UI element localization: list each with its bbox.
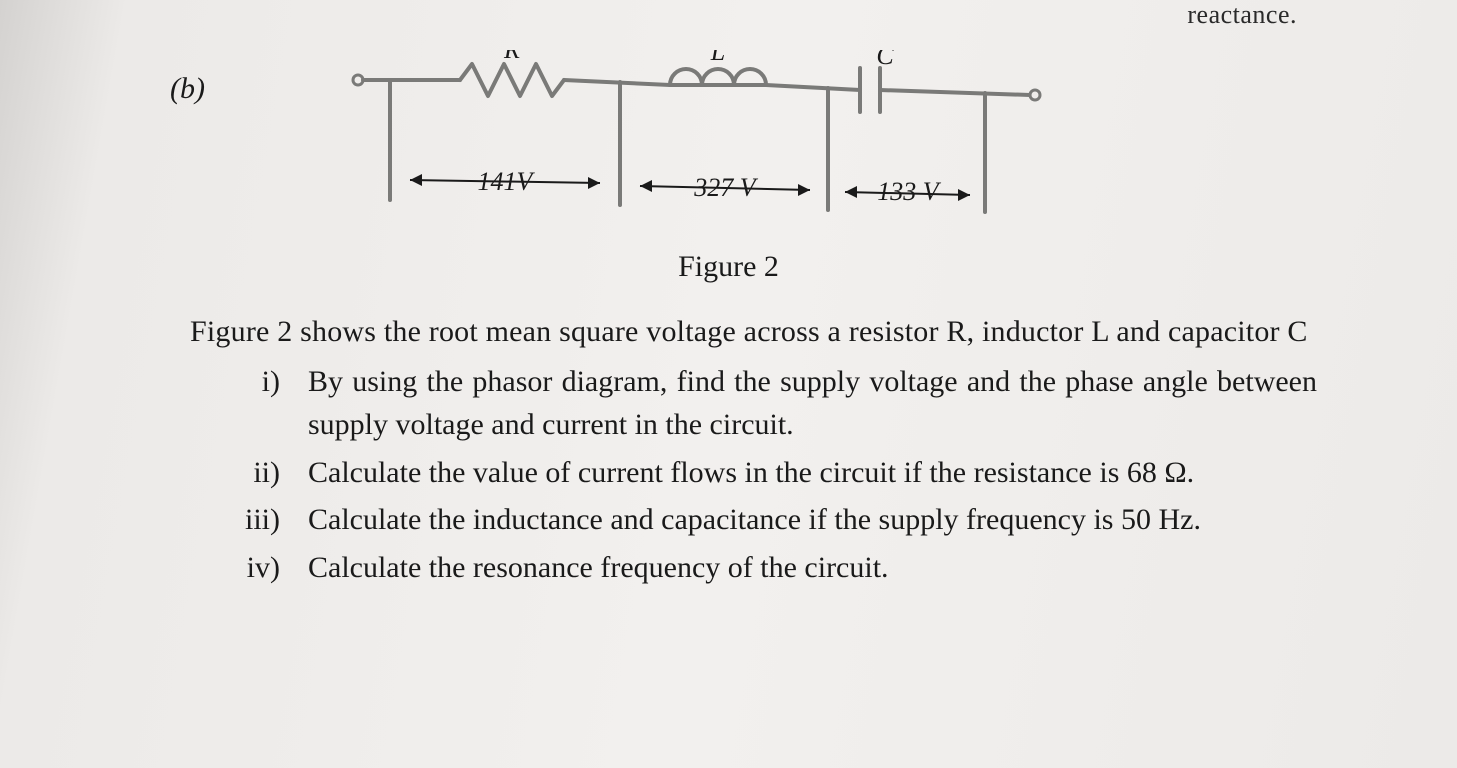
voltage-r-label: 141V (478, 167, 536, 196)
list-item: ii) Calculate the value of current flows… (190, 451, 1317, 495)
resistor-label: R (503, 50, 520, 64)
voltage-l-label: 327 V (693, 173, 759, 202)
list-item: iv) Calculate the resonance frequency of… (190, 546, 1317, 590)
wire (880, 90, 1030, 95)
item-number: iii) (190, 498, 308, 542)
voltage-span-l: 327 V (640, 173, 810, 202)
circuit-svg: R L C 141V (340, 50, 1060, 240)
voltage-c-label: 133 V (877, 177, 942, 206)
voltage-span-r: 141V (410, 167, 600, 196)
figure-caption: Figure 2 (0, 250, 1457, 284)
list-item: i) By using the phasor diagram, find the… (190, 360, 1317, 447)
resistor-icon (460, 64, 564, 96)
item-text: Calculate the value of current flows in … (308, 451, 1317, 495)
page: reactance. (b) R L C (0, 0, 1457, 768)
inductor-label: L (710, 50, 725, 66)
circuit-diagram: R L C 141V (340, 50, 1060, 240)
list-item: iii) Calculate the inductance and capaci… (190, 498, 1317, 542)
item-number: iv) (190, 546, 308, 590)
item-text: By using the phasor diagram, find the su… (308, 360, 1317, 447)
question-body: Figure 2 shows the root mean square volt… (190, 310, 1317, 589)
voltage-span-c: 133 V (845, 177, 970, 206)
item-text: Calculate the resonance frequency of the… (308, 546, 1317, 590)
terminal-right-icon (1030, 90, 1040, 100)
capacitor-label: C (876, 50, 894, 70)
wire (766, 85, 860, 90)
inductor-icon (670, 69, 766, 85)
intro-text: Figure 2 shows the root mean square volt… (190, 310, 1317, 354)
wire (564, 80, 670, 85)
item-number: ii) (190, 451, 308, 495)
part-label: (b) (170, 72, 205, 106)
question-list: i) By using the phasor diagram, find the… (190, 360, 1317, 590)
cropped-header-text: reactance. (1187, 0, 1297, 30)
item-text: Calculate the inductance and capacitance… (308, 498, 1317, 542)
item-number: i) (190, 360, 308, 447)
